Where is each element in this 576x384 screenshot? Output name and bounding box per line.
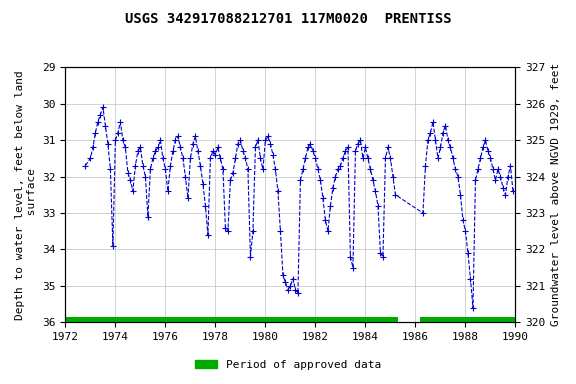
Text: USGS 342917088212701 117M0020  PRENTISS: USGS 342917088212701 117M0020 PRENTISS [124, 12, 452, 25]
Bar [420, 318, 516, 334]
Bar [66, 318, 398, 334]
Legend: Period of approved data: Period of approved data [191, 356, 385, 375]
Y-axis label: Depth to water level, feet below land
 surface: Depth to water level, feet below land su… [15, 70, 37, 319]
Y-axis label: Groundwater level above NGVD 1929, feet: Groundwater level above NGVD 1929, feet [551, 63, 561, 326]
